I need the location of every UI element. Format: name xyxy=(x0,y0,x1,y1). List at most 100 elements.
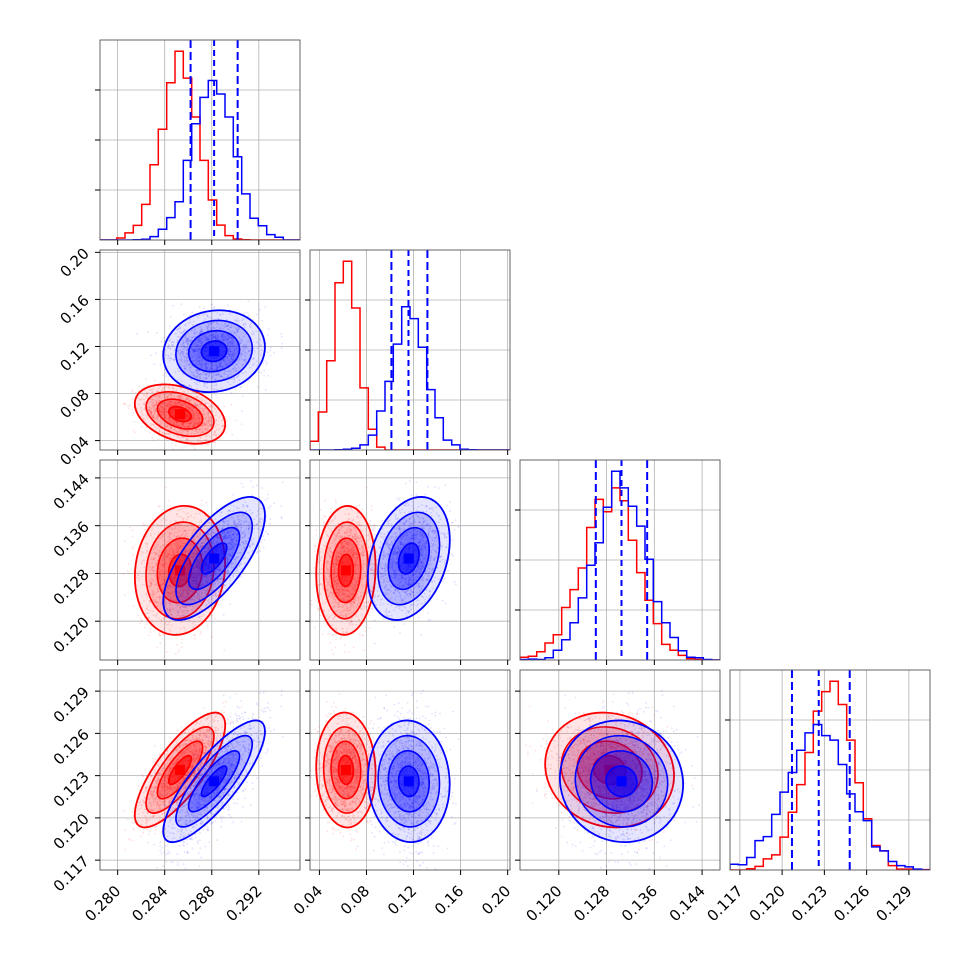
scatter-point xyxy=(211,417,213,420)
scatter-point xyxy=(168,416,171,419)
scatter-point xyxy=(207,412,210,415)
scatter-point xyxy=(199,428,202,430)
scatter-point xyxy=(233,376,236,379)
scatter-point xyxy=(208,435,211,438)
scatter-point xyxy=(180,422,183,425)
scatter-point xyxy=(191,348,194,351)
scatter-point xyxy=(244,346,247,349)
scatter-point xyxy=(196,411,199,414)
scatter-point xyxy=(204,401,207,404)
scatter-point xyxy=(195,420,198,423)
scatter-point xyxy=(197,424,199,426)
scatter-point xyxy=(136,407,138,410)
scatter-point xyxy=(211,338,214,341)
scatter-point xyxy=(195,430,198,433)
scatter-point xyxy=(264,360,267,363)
scatter-point xyxy=(223,649,226,652)
scatter-point xyxy=(182,397,184,399)
scatter-point xyxy=(167,406,170,409)
scatter-point xyxy=(165,416,168,419)
scatter-point xyxy=(158,396,161,398)
scatter-point xyxy=(144,408,146,411)
scatter-point xyxy=(159,394,162,397)
scatter-point xyxy=(185,349,188,351)
scatter-point xyxy=(173,434,176,437)
scatter-point xyxy=(157,415,160,418)
scatter-point xyxy=(186,342,189,345)
scatter-point xyxy=(200,362,203,365)
scatter-point xyxy=(195,341,198,344)
scatter-point xyxy=(217,366,220,368)
scatter-point xyxy=(203,423,206,426)
scatter-point xyxy=(191,423,194,426)
scatter-point xyxy=(235,369,238,371)
scatter-point xyxy=(215,384,218,387)
scatter-point xyxy=(189,406,191,409)
scatter-point xyxy=(177,402,180,405)
scatter-point xyxy=(165,414,168,417)
scatter-point xyxy=(143,402,146,405)
scatter-point xyxy=(181,350,184,353)
scatter-point xyxy=(198,412,200,415)
scatter-point xyxy=(150,410,153,413)
scatter-point xyxy=(159,405,162,408)
scatter-point xyxy=(228,335,231,338)
scatter-point xyxy=(195,428,198,430)
scatter-point xyxy=(162,402,165,404)
scatter-point xyxy=(155,418,158,421)
scatter-point xyxy=(186,396,189,398)
scatter-point xyxy=(209,416,212,419)
scatter-point xyxy=(198,422,201,425)
scatter-point xyxy=(205,415,208,418)
scatter-point xyxy=(195,428,198,431)
scatter-point xyxy=(227,336,230,338)
scatter-point xyxy=(227,370,230,373)
scatter-point xyxy=(230,358,233,360)
scatter-point xyxy=(200,328,203,331)
scatter-point xyxy=(160,340,163,343)
scatter-point xyxy=(154,404,157,407)
scatter-point xyxy=(202,431,205,434)
scatter-point xyxy=(186,397,189,400)
scatter-point xyxy=(199,337,202,340)
scatter-point xyxy=(231,354,234,356)
scatter-point xyxy=(202,320,205,322)
scatter-point xyxy=(207,324,210,327)
scatter-point xyxy=(209,424,211,427)
scatter-point xyxy=(264,306,267,308)
scatter-point xyxy=(148,409,150,412)
scatter-point xyxy=(235,370,238,373)
scatter-point xyxy=(140,406,142,409)
scatter-point xyxy=(176,401,179,404)
scatter-point xyxy=(191,409,193,411)
scatter-point xyxy=(169,419,172,422)
scatter-point xyxy=(159,430,161,433)
scatter-point xyxy=(152,414,155,416)
scatter-point xyxy=(159,634,162,637)
scatter-point xyxy=(215,363,218,365)
scatter-point xyxy=(161,381,164,384)
scatter-point xyxy=(231,433,234,436)
scatter-point xyxy=(215,419,218,422)
scatter-point xyxy=(195,402,197,404)
scatter-point xyxy=(226,374,229,377)
scatter-point xyxy=(211,419,213,422)
scatter-point xyxy=(176,435,179,438)
scatter-point xyxy=(170,358,173,360)
y-tick-label: 0.08 xyxy=(56,386,92,422)
scatter-point xyxy=(152,405,155,407)
scatter-point xyxy=(177,402,179,405)
scatter-point xyxy=(177,394,179,397)
scatter-point xyxy=(269,346,272,349)
scatter-point xyxy=(232,494,234,496)
scatter-point xyxy=(208,369,211,372)
scatter-point xyxy=(197,396,200,399)
scatter-point xyxy=(188,363,191,366)
scatter-point xyxy=(159,364,162,366)
scatter-point xyxy=(132,429,135,432)
scatter-point xyxy=(225,337,228,340)
scatter-point xyxy=(227,328,230,330)
scatter-point xyxy=(192,350,195,353)
scatter-point xyxy=(187,406,190,409)
scatter-point xyxy=(189,422,192,424)
